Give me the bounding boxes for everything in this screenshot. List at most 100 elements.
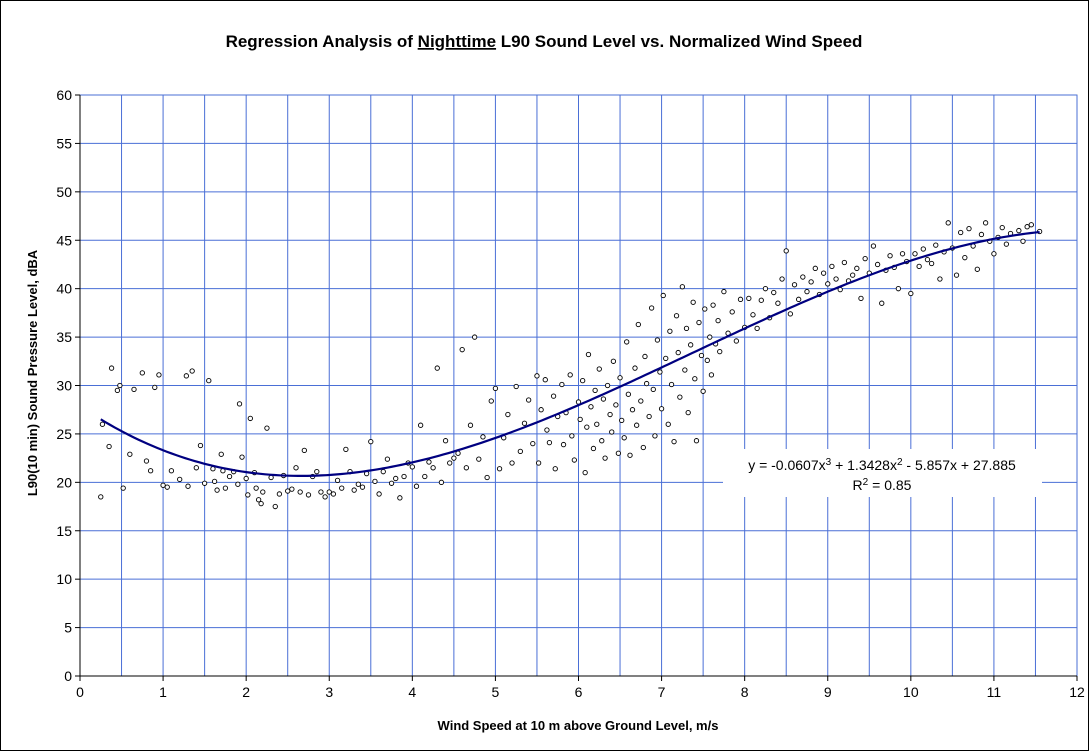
data-point — [214, 487, 220, 493]
data-point — [1020, 238, 1026, 244]
data-point — [635, 321, 641, 328]
data-point — [380, 469, 386, 475]
data-point — [496, 466, 503, 472]
data-point — [401, 473, 407, 480]
data-point — [131, 386, 137, 393]
data-point — [820, 270, 827, 276]
data-point — [451, 455, 457, 461]
data-point — [632, 365, 638, 371]
data-point — [607, 411, 613, 418]
data-point — [675, 349, 681, 356]
data-point — [393, 475, 399, 482]
data-point — [991, 251, 997, 257]
x-tick-label: 2 — [242, 684, 250, 700]
data-point — [762, 286, 769, 292]
data-point — [463, 465, 469, 471]
data-point — [682, 367, 688, 373]
data-point — [962, 255, 968, 261]
x-tick-label: 4 — [408, 684, 416, 700]
data-point — [721, 288, 727, 295]
data-point — [854, 265, 860, 271]
data-point — [916, 263, 922, 270]
data-point — [643, 380, 650, 387]
data-point — [829, 263, 835, 270]
data-point — [301, 447, 307, 454]
data-point — [505, 411, 511, 418]
data-point — [442, 438, 449, 444]
data-point — [434, 365, 440, 371]
data-point — [285, 488, 291, 494]
data-point — [260, 489, 266, 495]
data-point — [850, 272, 856, 278]
data-point — [708, 372, 715, 378]
data-point — [737, 296, 744, 302]
data-point — [530, 440, 536, 447]
data-point — [685, 409, 691, 416]
data-point — [715, 317, 721, 324]
data-point — [467, 422, 474, 428]
data-point — [746, 295, 752, 301]
data-point — [584, 424, 590, 430]
x-tick-label: 8 — [741, 684, 749, 700]
data-point — [627, 452, 633, 458]
data-point — [376, 491, 382, 497]
data-point — [629, 407, 636, 413]
chart-title-prefix: Regression Analysis of — [226, 32, 418, 51]
data-point — [147, 468, 154, 474]
data-point — [305, 492, 312, 498]
data-point — [862, 255, 868, 262]
data-point — [426, 459, 432, 465]
data-point — [143, 458, 150, 464]
data-point — [879, 300, 885, 306]
data-point — [602, 455, 608, 461]
data-point — [185, 483, 191, 489]
data-point — [160, 482, 166, 488]
data-point — [183, 373, 189, 379]
data-point — [920, 246, 926, 252]
data-point — [534, 373, 540, 379]
x-tick-label: 3 — [325, 684, 333, 700]
data-point — [590, 445, 597, 452]
r-squared-label: R2 = 0.85 — [853, 477, 912, 494]
data-point — [588, 404, 594, 410]
data-point — [509, 460, 515, 466]
y-tick-labels: 0 5 10 15 20 25 30 35 40 45 50 55 60 — [56, 87, 80, 684]
data-point — [236, 401, 243, 407]
data-point — [272, 503, 278, 510]
data-point — [874, 261, 881, 268]
data-point — [417, 422, 424, 428]
x-tick-labels: 0 1 2 3 4 5 6 7 8 9 10 11 12 — [76, 676, 1085, 700]
data-point — [99, 421, 106, 427]
data-point — [999, 225, 1005, 231]
data-point — [640, 444, 646, 451]
data-point — [599, 438, 605, 444]
data-point — [580, 378, 586, 384]
x-tick-label: 5 — [492, 684, 500, 700]
data-point — [484, 474, 490, 481]
data-point — [318, 489, 324, 495]
data-point — [619, 417, 625, 424]
data-point — [966, 225, 972, 232]
data-point — [698, 352, 705, 359]
data-point — [638, 398, 644, 404]
data-point — [397, 495, 403, 501]
data-point — [521, 420, 528, 426]
data-point — [928, 260, 935, 267]
y-tick-label: 25 — [56, 426, 72, 442]
data-point — [899, 251, 906, 257]
data-point — [841, 259, 848, 266]
data-point — [787, 311, 794, 317]
data-point — [791, 282, 798, 288]
data-point — [924, 256, 931, 263]
data-point — [710, 302, 716, 308]
data-point — [235, 481, 241, 487]
data-point — [351, 487, 357, 493]
data-point — [239, 454, 245, 460]
y-tick-label: 30 — [56, 378, 72, 394]
y-tick-label: 0 — [64, 668, 72, 684]
data-point — [1016, 227, 1022, 234]
data-point — [615, 450, 622, 456]
data-point — [652, 433, 658, 439]
data-point — [114, 387, 121, 393]
data-point — [117, 382, 123, 389]
